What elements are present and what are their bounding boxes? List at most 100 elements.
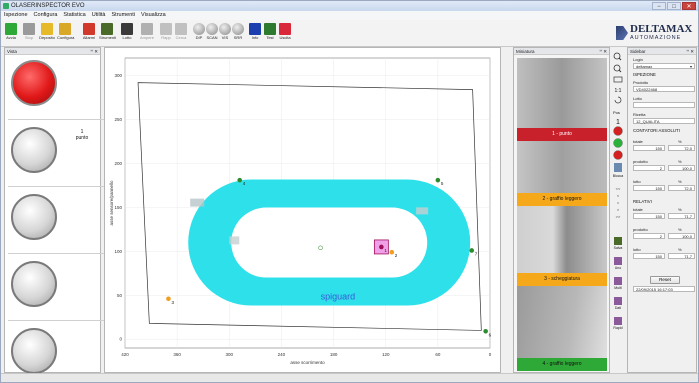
thumbnail-item[interactable]: 2 - graffio leggero [517, 141, 607, 206]
save-label[interactable]: Uno [615, 266, 621, 270]
menu-statistica[interactable]: Statistica [63, 12, 86, 18]
thumbnail-item[interactable]: 1 - punto [517, 58, 607, 141]
menu-visualizza[interactable]: Visualizza [141, 12, 166, 18]
defect-point-4[interactable] [237, 177, 243, 183]
test-icon [264, 23, 276, 35]
close-button[interactable]: ✕ [682, 2, 696, 10]
reset-button[interactable]: Reset [650, 276, 680, 284]
scan-icon [206, 23, 218, 35]
zoom-out-icon[interactable] [613, 64, 622, 73]
minimize-button[interactable]: − [652, 2, 666, 10]
save-label[interactable]: Salva [614, 246, 623, 250]
red-status-icon[interactable] [613, 150, 623, 160]
menu-ispezione[interactable]: Ispezione [4, 12, 28, 18]
thumbnail-item[interactable]: 4 - graffio leggero [517, 286, 607, 371]
section-absolute-counters: CONTATORI ASSOLUTI [633, 128, 680, 133]
defect-map-chart[interactable]: 420 360 300 240 180 120 60 0 300 250 200 150 100 50 0 a… [104, 47, 501, 373]
y-tick-label: 150 [114, 205, 122, 210]
red-status-icon[interactable] [613, 126, 623, 136]
frame-window [231, 207, 428, 278]
save-icon[interactable] [614, 297, 622, 305]
defect-point-7[interactable] [469, 248, 475, 253]
allarmi-button[interactable]: Allarmi [81, 22, 97, 44]
y-tick-label: 250 [114, 117, 122, 122]
cerca-button[interactable]: Cerca [173, 22, 189, 44]
play-icon [5, 23, 17, 35]
rotate-icon[interactable] [614, 96, 622, 104]
defect-thumbnail-image[interactable] [517, 58, 607, 128]
indicator-1-type: punto [75, 135, 89, 141]
save-buttons: Salva Uno Multi Dati Rapid [613, 237, 623, 330]
pin-icon[interactable]: ꟸ ✕ [686, 49, 694, 54]
dip-button[interactable]: DIP [191, 22, 207, 44]
uscita-button[interactable]: Uscita [277, 22, 293, 44]
defect-point-label: 2 [395, 253, 398, 258]
defect-point-label: 4 [243, 181, 246, 186]
maximize-button[interactable]: □ [667, 2, 681, 10]
avvia-button[interactable]: Avvia [3, 22, 19, 44]
rapp-button[interactable]: Rapp [158, 22, 174, 44]
thumbnail-item[interactable]: 3 - scheggiatura [517, 206, 607, 286]
scan-button[interactable]: SCAN [204, 22, 220, 44]
pin-icon[interactable]: ꟸ ✕ [599, 49, 607, 54]
nav-arrow[interactable]: > [617, 207, 620, 212]
lot-field[interactable] [633, 102, 695, 108]
save-label[interactable]: Dati [615, 306, 621, 310]
fit-view-icon[interactable] [613, 76, 623, 83]
thumbnail-label: 1 - punto [517, 128, 607, 141]
login-select[interactable]: deltamax ▾ [633, 63, 695, 69]
green-status-icon[interactable] [613, 138, 623, 148]
fit-ratio-label[interactable]: 1:1 [615, 88, 622, 94]
title-bar: OLASERINSPECTOR EVO − □ ✕ [1, 1, 698, 11]
nav-arrow[interactable]: < [617, 193, 620, 198]
logo-line2: AUTOMAZIONE [630, 35, 682, 41]
frame-brand-text: spiguard [321, 292, 356, 302]
nav-arrow[interactable]: << [616, 186, 621, 191]
defect-point-6[interactable] [483, 329, 488, 334]
defect-point-1[interactable] [379, 244, 384, 250]
info-button[interactable]: Info [247, 22, 263, 44]
defect-point-3[interactable] [166, 296, 171, 302]
counter-value: 150 [633, 213, 665, 219]
lock-label[interactable]: Blocca [613, 174, 624, 178]
defect-map-svg[interactable]: 420 360 300 240 180 120 60 0 300 250 200 150 100 50 0 a… [105, 48, 502, 374]
stop-button[interactable]: Stop [21, 22, 37, 44]
deposito-button[interactable]: Deposito [39, 22, 55, 44]
save-icon[interactable] [614, 237, 622, 245]
percent-label: % [678, 179, 682, 184]
pin-icon[interactable]: ꟸ ✕ [90, 49, 98, 54]
defect-thumbnail-image[interactable] [517, 206, 607, 273]
menu-configura[interactable]: Configura [33, 12, 58, 18]
tools-icon [101, 23, 113, 35]
product-field[interactable]: VD4022468 [633, 86, 695, 92]
save-icon[interactable] [614, 257, 622, 265]
defect-thumbnail-image[interactable] [517, 286, 607, 358]
counter-label: prodotto [633, 227, 648, 232]
lock-icon[interactable] [614, 163, 622, 172]
defect-thumbnail-image[interactable] [517, 141, 607, 193]
nav-arrow[interactable]: >> [616, 214, 621, 219]
x-tick-label: 0 [489, 352, 492, 357]
ampere-button[interactable]: Ampere [139, 22, 155, 44]
test-button[interactable]: Test [262, 22, 278, 44]
folder-icon [41, 23, 53, 35]
lotto-button[interactable]: Lotto [119, 22, 135, 44]
save-icon[interactable] [614, 277, 622, 285]
recipe-field[interactable]: 12_QUALITA [633, 118, 695, 124]
save-label[interactable]: Multi [614, 286, 622, 290]
menu-utilit[interactable]: Utilità [91, 12, 106, 18]
zoom-in-icon[interactable] [613, 52, 622, 61]
strumenti-button[interactable]: Strumenti [99, 22, 116, 44]
defect-point-2[interactable] [389, 249, 395, 255]
configura-button[interactable]: Configura [57, 22, 74, 44]
save-icon[interactable] [614, 317, 622, 325]
nav-arrow[interactable]: = [617, 200, 620, 205]
save-label[interactable]: Rapid [613, 326, 622, 330]
vis-button[interactable]: VIS [217, 22, 233, 44]
glass-plate-outline [137, 82, 482, 331]
product-label: Prodotto [633, 80, 649, 85]
srr-button[interactable]: SRR [230, 22, 246, 44]
menu-strumenti[interactable]: Strumenti [111, 12, 136, 18]
defect-point-5[interactable] [435, 177, 441, 183]
deltamax-logo: DELTAMAX AUTOMAZIONE [616, 23, 694, 45]
